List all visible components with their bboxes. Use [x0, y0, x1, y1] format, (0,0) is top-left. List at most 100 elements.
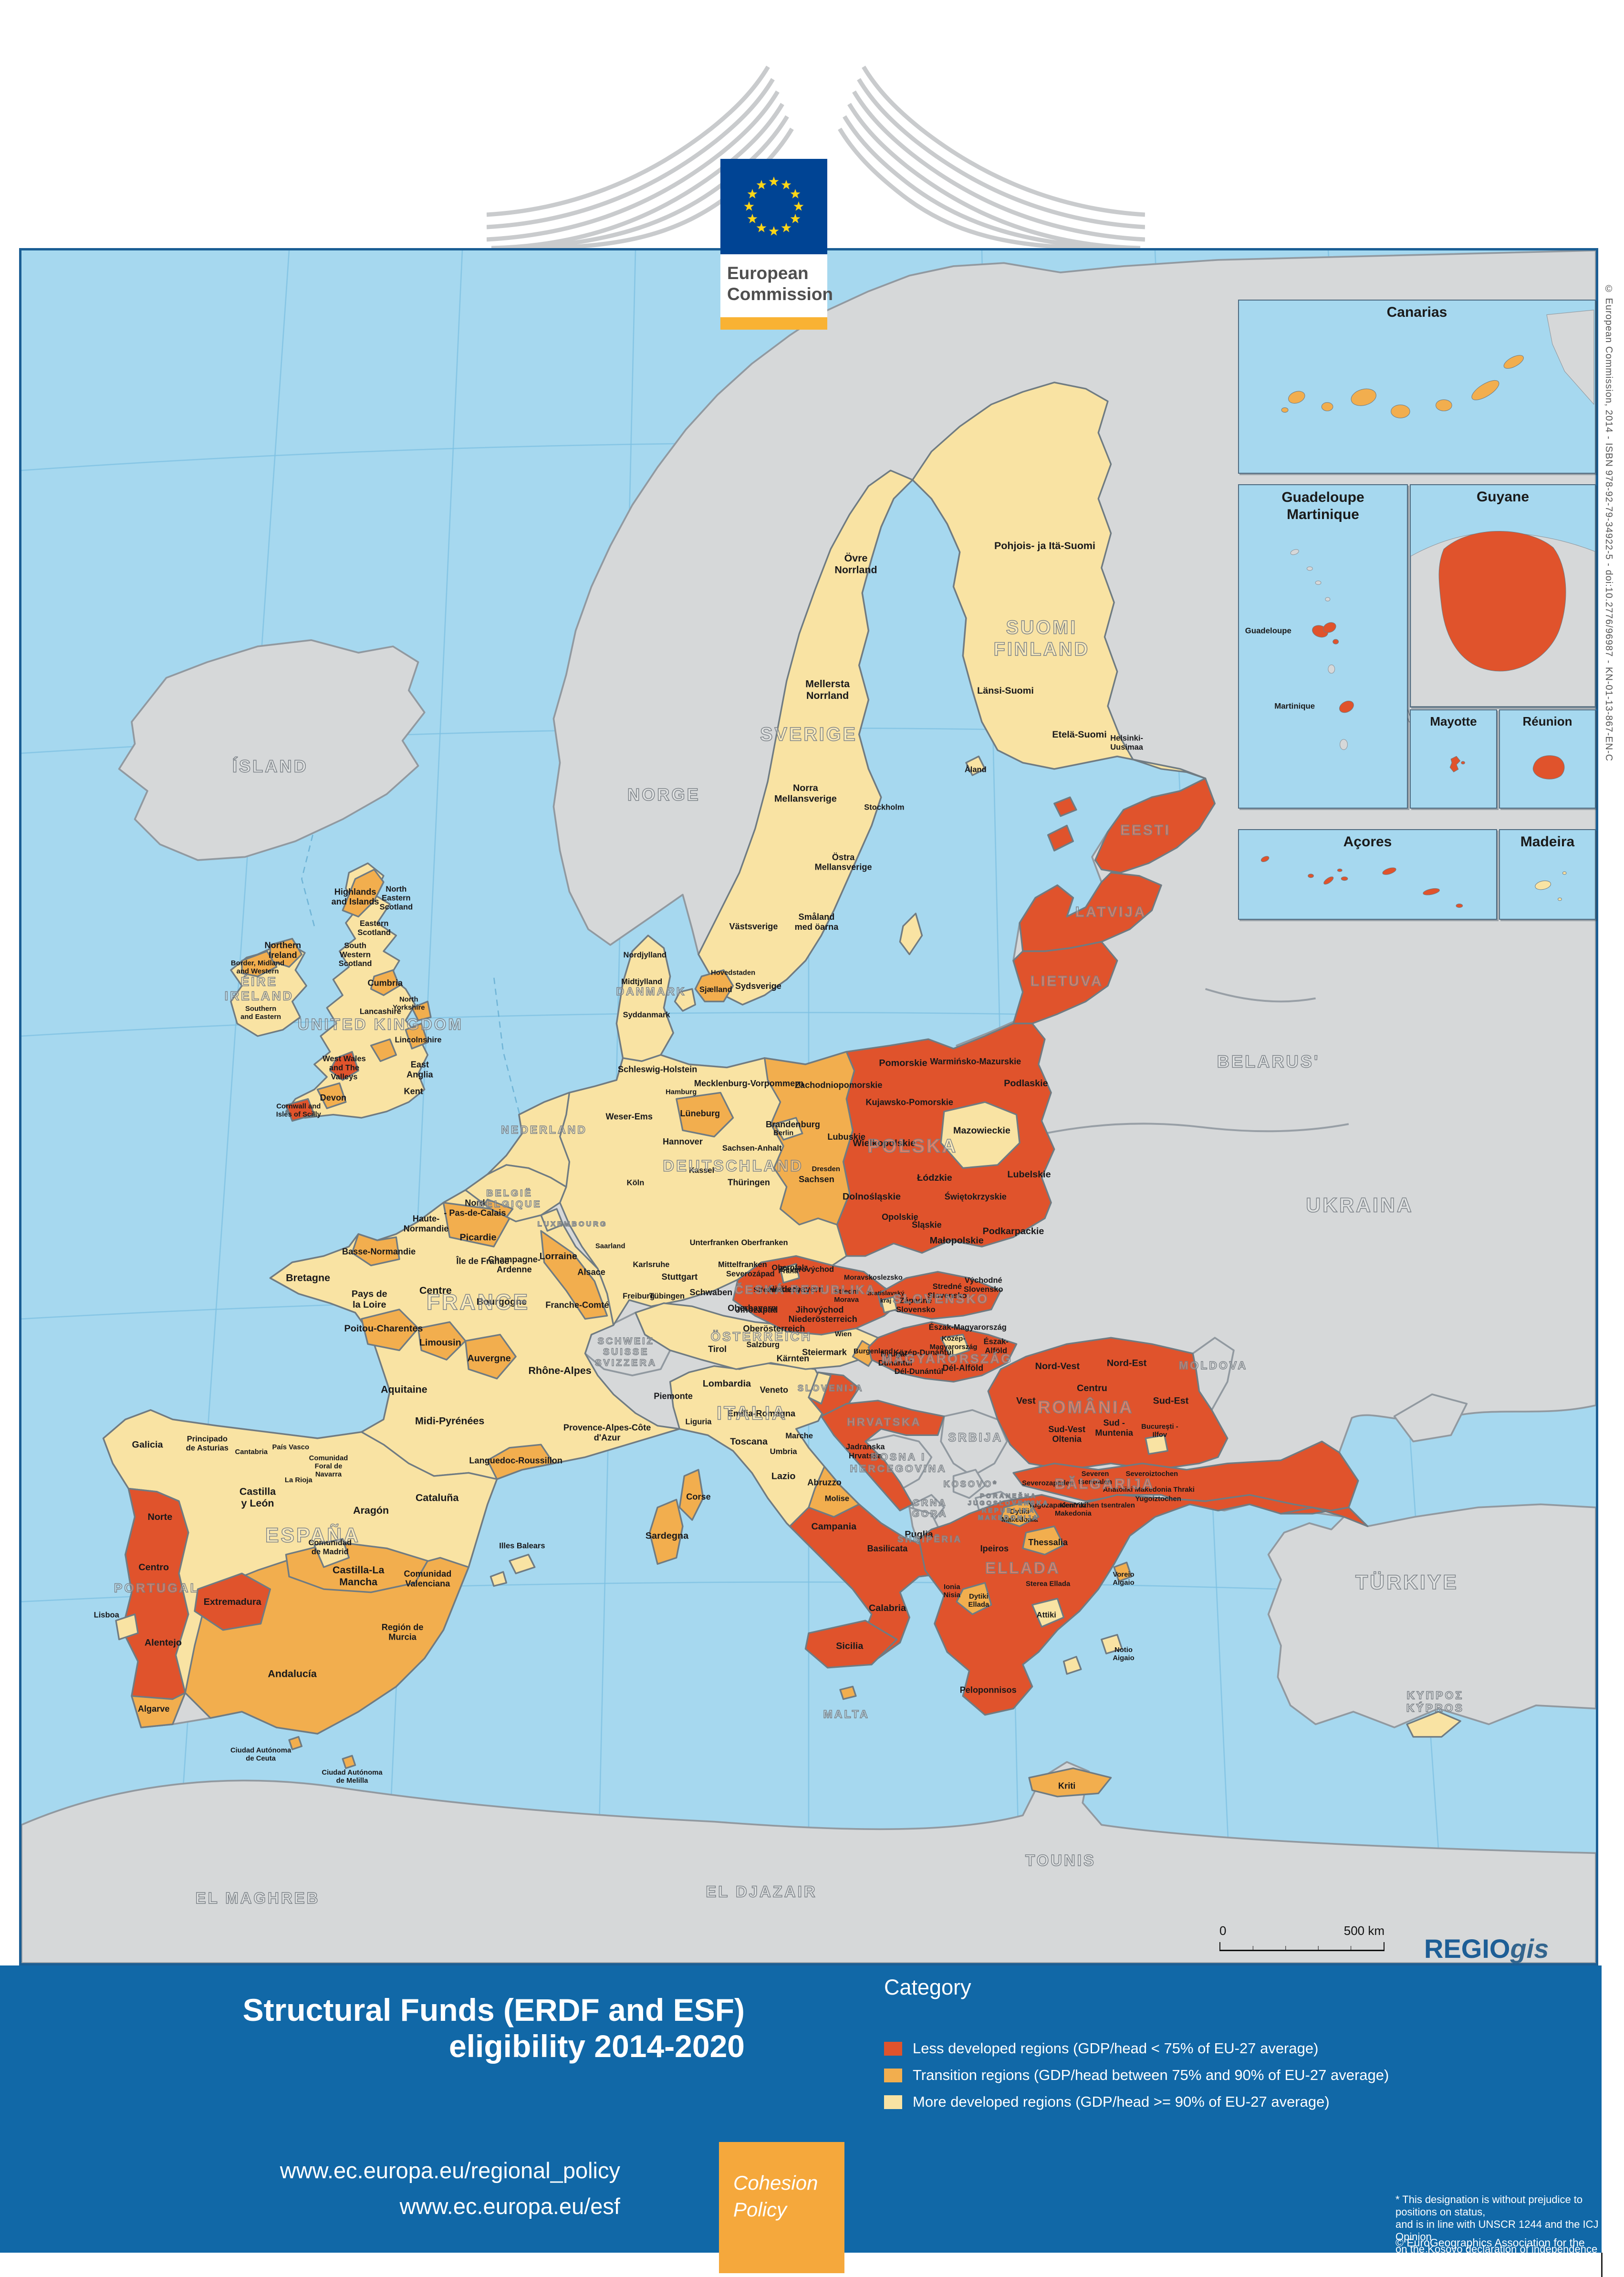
scale-bar-rule	[1219, 1942, 1385, 1951]
region-label: Aquitaine	[381, 1383, 427, 1395]
inset-gm-title2: Martinique	[1287, 507, 1359, 522]
region-label: Yugoiztochen	[1135, 1496, 1181, 1503]
region-basse-normandie	[351, 1233, 400, 1267]
region-label: Calabria	[869, 1603, 906, 1613]
region-label: Syddanmark	[623, 1010, 671, 1019]
country-finland	[912, 382, 1207, 780]
region-label: Nordjylland	[623, 951, 666, 959]
star-icon	[756, 180, 767, 189]
region-label: Sachsen-Anhalt	[722, 1144, 782, 1153]
country-label: SLOVENSKO	[893, 1292, 989, 1306]
logo-line2: Commission	[727, 284, 833, 304]
region-dytiki-makedonia	[999, 1500, 1040, 1528]
region-label: Midi-Pyrénées	[415, 1415, 484, 1426]
logo-text-panel: European Commission	[720, 254, 833, 317]
region-label: Comunidad de Madrid	[308, 1539, 352, 1556]
country-label: SVERIGE	[760, 724, 857, 745]
country-label: SLOVENIJA	[798, 1383, 864, 1393]
legend-item-more-developed: More developed regions (GDP/head >= 90% …	[884, 2093, 1330, 2111]
country-label: UKRAINA	[1306, 1194, 1413, 1217]
country-label: LUXEMBOURG	[538, 1220, 608, 1228]
region-label: Pomorskie	[879, 1058, 927, 1068]
region-label: Stredné Slovensko	[927, 1282, 967, 1300]
region-label: Severovýchod	[780, 1265, 834, 1274]
logo-line1: European	[727, 263, 809, 283]
region-label: Rhône-Alpes	[529, 1365, 592, 1376]
url-esf: www.ec.europa.eu/esf	[399, 2194, 620, 2219]
footnote-line2: and is in line with UNSCR 1244 and the I…	[1395, 2218, 1599, 2243]
region-label: Champagne-Ardenne	[488, 1255, 541, 1274]
star-icon	[744, 201, 754, 211]
region-label: Střední Morava	[834, 1288, 859, 1304]
region-label: Liguria	[686, 1417, 712, 1426]
region-label: Sicilia	[836, 1641, 864, 1651]
region-gotland	[899, 913, 923, 956]
country-label: ÍSLAND	[232, 757, 308, 776]
region-label: Sydsverige	[735, 981, 781, 991]
region-germany-east	[763, 1051, 855, 1226]
country-label: ÖSTERREICH	[711, 1330, 812, 1344]
region-label: Nord-Est	[1107, 1358, 1147, 1368]
region-slovenia-west	[808, 1371, 832, 1405]
region-label: Emilia-Romagna	[728, 1409, 796, 1418]
region-label: Algarve	[138, 1704, 170, 1714]
region-praha	[779, 1263, 800, 1284]
legend-label-transition: Transition regions (GDP/head between 75%…	[913, 2067, 1389, 2083]
region-aland	[965, 755, 986, 776]
region-label: Oberösterreich	[743, 1324, 805, 1333]
region-label: Oberfranken	[741, 1238, 788, 1247]
region-label: Thessalia	[1028, 1538, 1068, 1547]
regio-bold: REGIO	[1424, 1934, 1510, 1964]
country-croatia	[820, 1400, 945, 1512]
country-label: SUOMI FINLAND	[994, 617, 1090, 660]
country-lithuania	[1012, 941, 1118, 1025]
region-label: Észak-Magyarország	[929, 1323, 1007, 1332]
legend-title: Category	[884, 1975, 971, 1999]
country-label: EESTI	[1120, 822, 1171, 838]
country-label: NEDERLAND	[501, 1123, 587, 1136]
inset-madeira-map	[1535, 871, 1567, 901]
region-label: Övre Norrland	[834, 552, 877, 576]
region-label: Principado de Asturias	[186, 1435, 229, 1453]
country-estonia	[1094, 777, 1216, 873]
region-label: Jihozápad	[736, 1305, 778, 1314]
region-label: Vest	[1016, 1396, 1036, 1406]
region-cumbria	[370, 969, 400, 996]
region-madrid	[313, 1538, 350, 1568]
isbn-credit: © European Commission, 2014 - ISBN 978-9…	[1603, 284, 1614, 762]
star-icon	[781, 223, 791, 232]
region-label: Karlsruhe	[633, 1260, 670, 1269]
country-label: KOSOVO*	[944, 1479, 998, 1489]
region-balear-2	[489, 1571, 508, 1587]
region-label: Auvergne	[467, 1353, 510, 1364]
region-label: Galicia	[132, 1440, 164, 1450]
region-label: Wien	[835, 1331, 852, 1338]
eu-flag	[720, 159, 827, 254]
region-label: Castilla y León	[239, 1486, 276, 1509]
region-label: Comunidad Valenciana	[404, 1569, 452, 1589]
country-label: PORANEŠNA JUGOSLOVENSKA REPUBLIKA MAKEDONIJ…	[968, 1492, 1050, 1521]
region-label: Lüneburg	[680, 1109, 720, 1118]
poster-title: Structural Funds (ERDF and ESF) eligibil…	[219, 1992, 745, 2064]
country-label: BELARUS'	[1217, 1052, 1320, 1071]
region-sicilia	[804, 1620, 898, 1669]
region-label: Sud -Muntenia	[1095, 1418, 1134, 1438]
region-label: Lancashire	[360, 1008, 401, 1016]
region-label: Yuzhen tsentralen	[1074, 1502, 1135, 1509]
region-label: Lisboa	[94, 1611, 120, 1619]
region-label: Dytiki Ellada	[968, 1593, 989, 1609]
region-label: Piemonte	[654, 1392, 693, 1401]
region-label: West Wales and The Valleys	[323, 1054, 366, 1081]
region-label: Kassel	[689, 1166, 714, 1175]
scale-bar: 0 500 km	[1219, 1923, 1385, 1951]
region-label: Ipeiros	[980, 1544, 1009, 1553]
legend-swatch-transition	[884, 2068, 902, 2082]
region-label: Steiermark	[802, 1347, 847, 1357]
region-label: Kärnten	[777, 1354, 810, 1363]
inset-madeira-title: Madeira	[1520, 834, 1575, 850]
country-label: SCHWEIZ SUISSE SVIZZERA	[595, 1336, 657, 1368]
region-label: Közép-Magyarország	[930, 1335, 978, 1351]
region-label: Norte	[148, 1512, 173, 1522]
inset-guadeloupe-martinique: Guadeloupe Martinique Guadeloupe Martini…	[1238, 484, 1408, 809]
